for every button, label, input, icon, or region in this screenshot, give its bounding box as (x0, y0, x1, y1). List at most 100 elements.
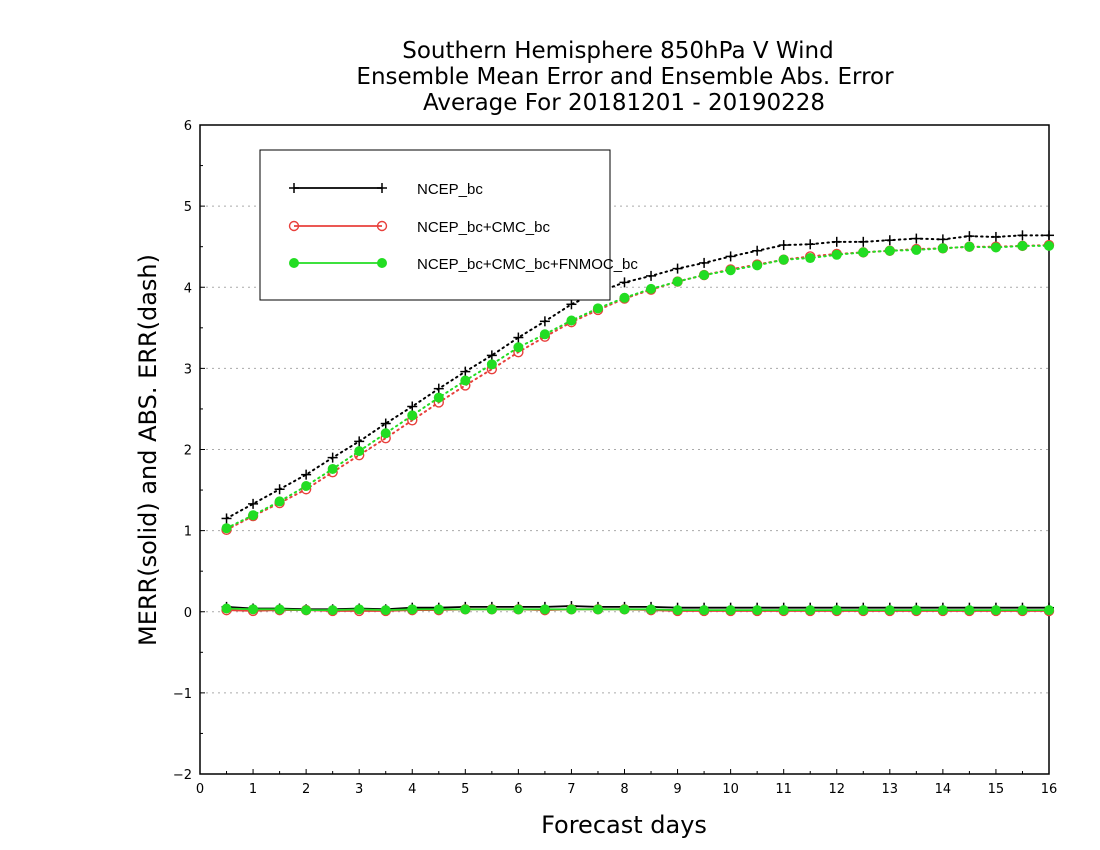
abs-err-point (486, 350, 497, 361)
abs-err-point (619, 292, 630, 303)
x-tick-label: 0 (196, 782, 204, 797)
abs-err-point (1044, 240, 1054, 251)
abs-err-point (327, 463, 338, 474)
mean-err-point (858, 605, 869, 616)
mean-err-point (831, 605, 842, 616)
mean-err-point (1017, 605, 1028, 616)
abs-err-point (646, 270, 657, 281)
legend-marker (289, 183, 299, 193)
abs-err-point (433, 383, 444, 394)
mean-err-point (725, 605, 736, 616)
mean-err-point (566, 604, 577, 615)
y-tick-label: 5 (184, 200, 192, 215)
abs-err-point (699, 257, 710, 268)
x-tick-label: 3 (355, 782, 363, 797)
title-line-1: Southern Hemisphere 850hPa V Wind (402, 38, 833, 64)
mean-err-point (911, 605, 922, 616)
abs-err-point (407, 401, 418, 412)
abs-err-point (539, 329, 550, 340)
x-tick-label: 8 (620, 782, 628, 797)
y-tick-label: −2 (173, 768, 192, 783)
legend-marker (377, 183, 387, 193)
mean-err-point (513, 604, 524, 615)
abs-err-point (884, 245, 895, 256)
mean-err-point (752, 605, 763, 616)
abs-err-point (327, 452, 338, 463)
x-tick-label: 6 (514, 782, 522, 797)
y-tick-label: 3 (184, 362, 192, 377)
y-axis-label: MERR(solid) and ABS. ERR(dash) (134, 254, 162, 646)
x-tick-label: 11 (775, 782, 792, 797)
x-tick-label: 14 (935, 782, 952, 797)
mean-err-point (248, 604, 259, 615)
mean-err-point (592, 604, 603, 615)
mean-err-point (646, 604, 657, 615)
abs-err-point (619, 277, 630, 288)
mean-err-point (672, 605, 683, 616)
abs-err-point (725, 251, 736, 262)
mean-err-point (805, 605, 816, 616)
mean-err-point (1044, 605, 1054, 616)
legend-item-1: NCEP_bc+CMC_bc (288, 219, 550, 236)
x-tick-label: 16 (1041, 782, 1058, 797)
legend-marker (289, 258, 299, 268)
abs-err-point (433, 392, 444, 403)
mean-err-point (460, 604, 471, 615)
x-tick-label: 12 (828, 782, 845, 797)
abs-err-point (407, 410, 418, 421)
abs-err-point (990, 231, 1001, 242)
abs-err-point (911, 233, 922, 244)
y-tick-label: −1 (173, 687, 192, 702)
series-layer (221, 230, 1055, 617)
abs-err-point (274, 484, 285, 495)
mean-err-point (380, 605, 391, 616)
abs-err-point (937, 234, 948, 245)
abs-err-point (964, 241, 975, 252)
abs-err-point (566, 299, 577, 310)
abs-err-point (380, 418, 391, 429)
mean-err-point (354, 604, 365, 615)
legend: NCEP_bc NCEP_bc+CMC_bc NCEP_bc+CMC_bc+FNMO… (259, 149, 638, 301)
abs-err-point (937, 243, 948, 254)
abs-err-point (1044, 230, 1054, 241)
abs-err-point (301, 469, 312, 480)
abs-err-point (1017, 240, 1028, 251)
legend-box (259, 149, 611, 301)
legend-label: NCEP_bc+CMC_bc+FNMOC_bc (417, 256, 638, 273)
y-tick-label: 1 (184, 525, 192, 540)
legend-label: NCEP_bc+CMC_bc (417, 219, 550, 236)
abs-err-point (752, 245, 763, 256)
mean-err-point (274, 604, 285, 615)
abs-err-point (486, 359, 497, 370)
legend-marker (377, 258, 387, 268)
legend-item-2: NCEP_bc+CMC_bc+FNMOC_bc (289, 256, 638, 273)
y-tick-label: 4 (184, 281, 192, 296)
mean-err-point (699, 605, 710, 616)
abs-err-point (513, 342, 524, 353)
abs-err-point (1017, 230, 1028, 241)
abs-err-point (460, 366, 471, 377)
abs-err-point (221, 513, 232, 524)
title-line-2: Ensemble Mean Error and Ensemble Abs. Er… (356, 64, 894, 90)
y-tick-label: 2 (184, 444, 192, 459)
abs-err-point (274, 496, 285, 507)
abs-err-point (248, 498, 259, 509)
x-tick-label: 2 (302, 782, 310, 797)
abs-err-point (672, 276, 683, 287)
abs-err-point (592, 303, 603, 314)
mean-err-point (486, 604, 497, 615)
title-line-3: Average For 20181201 - 20190228 (423, 90, 825, 116)
abs-err-point (672, 263, 683, 274)
y-axis: 6 5 4 3 2 1 0 −1 −2 (173, 119, 205, 783)
legend-item-0: NCEP_bc (289, 181, 483, 198)
mean-err-line (226, 607, 1049, 612)
abs-err-point (884, 235, 895, 246)
abs-err-point (725, 265, 736, 276)
legend-marker (288, 220, 300, 232)
x-axis-label: Forecast days (541, 811, 707, 839)
abs-err-point (831, 236, 842, 247)
mean-err-point (407, 604, 418, 615)
abs-err-point (858, 236, 869, 247)
abs-err-point (858, 247, 869, 258)
